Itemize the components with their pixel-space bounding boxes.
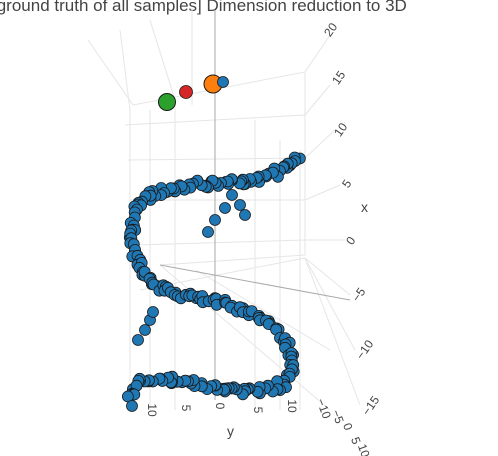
- data-points: [122, 74, 306, 412]
- grid-line: [304, 257, 361, 406]
- grid-line: [304, 184, 341, 201]
- data-point-green: [158, 93, 176, 111]
- x-tick-label: −15: [359, 393, 382, 418]
- y-tick-label: 0: [213, 403, 227, 410]
- x-tick-label: 20: [321, 20, 340, 39]
- data-point-blue: [226, 189, 238, 201]
- data-point-blue: [217, 76, 229, 88]
- x-tick-label: 15: [329, 68, 348, 87]
- data-point-blue: [139, 324, 151, 336]
- x-tick-label: −5: [349, 285, 369, 305]
- grid-line: [304, 257, 351, 296]
- x-tick-label: −10: [353, 337, 376, 362]
- data-point-blue: [126, 400, 138, 412]
- x-axis-title: x: [361, 199, 368, 215]
- grid-line: [119, 29, 131, 111]
- data-point-blue: [132, 334, 144, 346]
- z-tick-label: −10: [314, 397, 334, 421]
- y-axis-title: y: [227, 423, 234, 439]
- x-tick-label: 10: [331, 120, 350, 139]
- data-point-blue: [202, 226, 214, 238]
- x-tick-label: 0: [343, 234, 358, 248]
- z-tick-label: 0: [340, 421, 356, 432]
- z-tick-label: 5: [348, 435, 364, 446]
- axis-line: [159, 264, 351, 301]
- grid-line: [127, 157, 306, 161]
- data-point-blue: [219, 202, 231, 214]
- z-tick-label: 10: [355, 442, 373, 456]
- grid-line: [134, 239, 306, 246]
- x-tick-label: 5: [339, 177, 354, 191]
- chart-title: [ground truth of all samples] Dimension …: [0, 0, 407, 15]
- grid-line: [304, 34, 331, 73]
- data-point-blue: [147, 306, 159, 318]
- grid-line: [87, 39, 134, 106]
- data-point-blue: [234, 199, 246, 211]
- grid-line: [304, 129, 336, 159]
- grid-line: [149, 19, 176, 101]
- y-tick-label: 5: [179, 405, 193, 412]
- y-tick-label: 10: [285, 399, 299, 413]
- y-tick-label: 10: [145, 403, 159, 417]
- y-tick-label: 5: [251, 407, 265, 414]
- grid-line: [159, 254, 306, 266]
- grid-line: [304, 84, 331, 116]
- grid-line: [195, 269, 331, 351]
- data-point-blue: [239, 209, 251, 221]
- grid-line: [304, 257, 356, 351]
- z-tick-label: −5: [329, 408, 347, 426]
- data-point-red: [179, 85, 193, 99]
- data-point-blue: [209, 214, 221, 226]
